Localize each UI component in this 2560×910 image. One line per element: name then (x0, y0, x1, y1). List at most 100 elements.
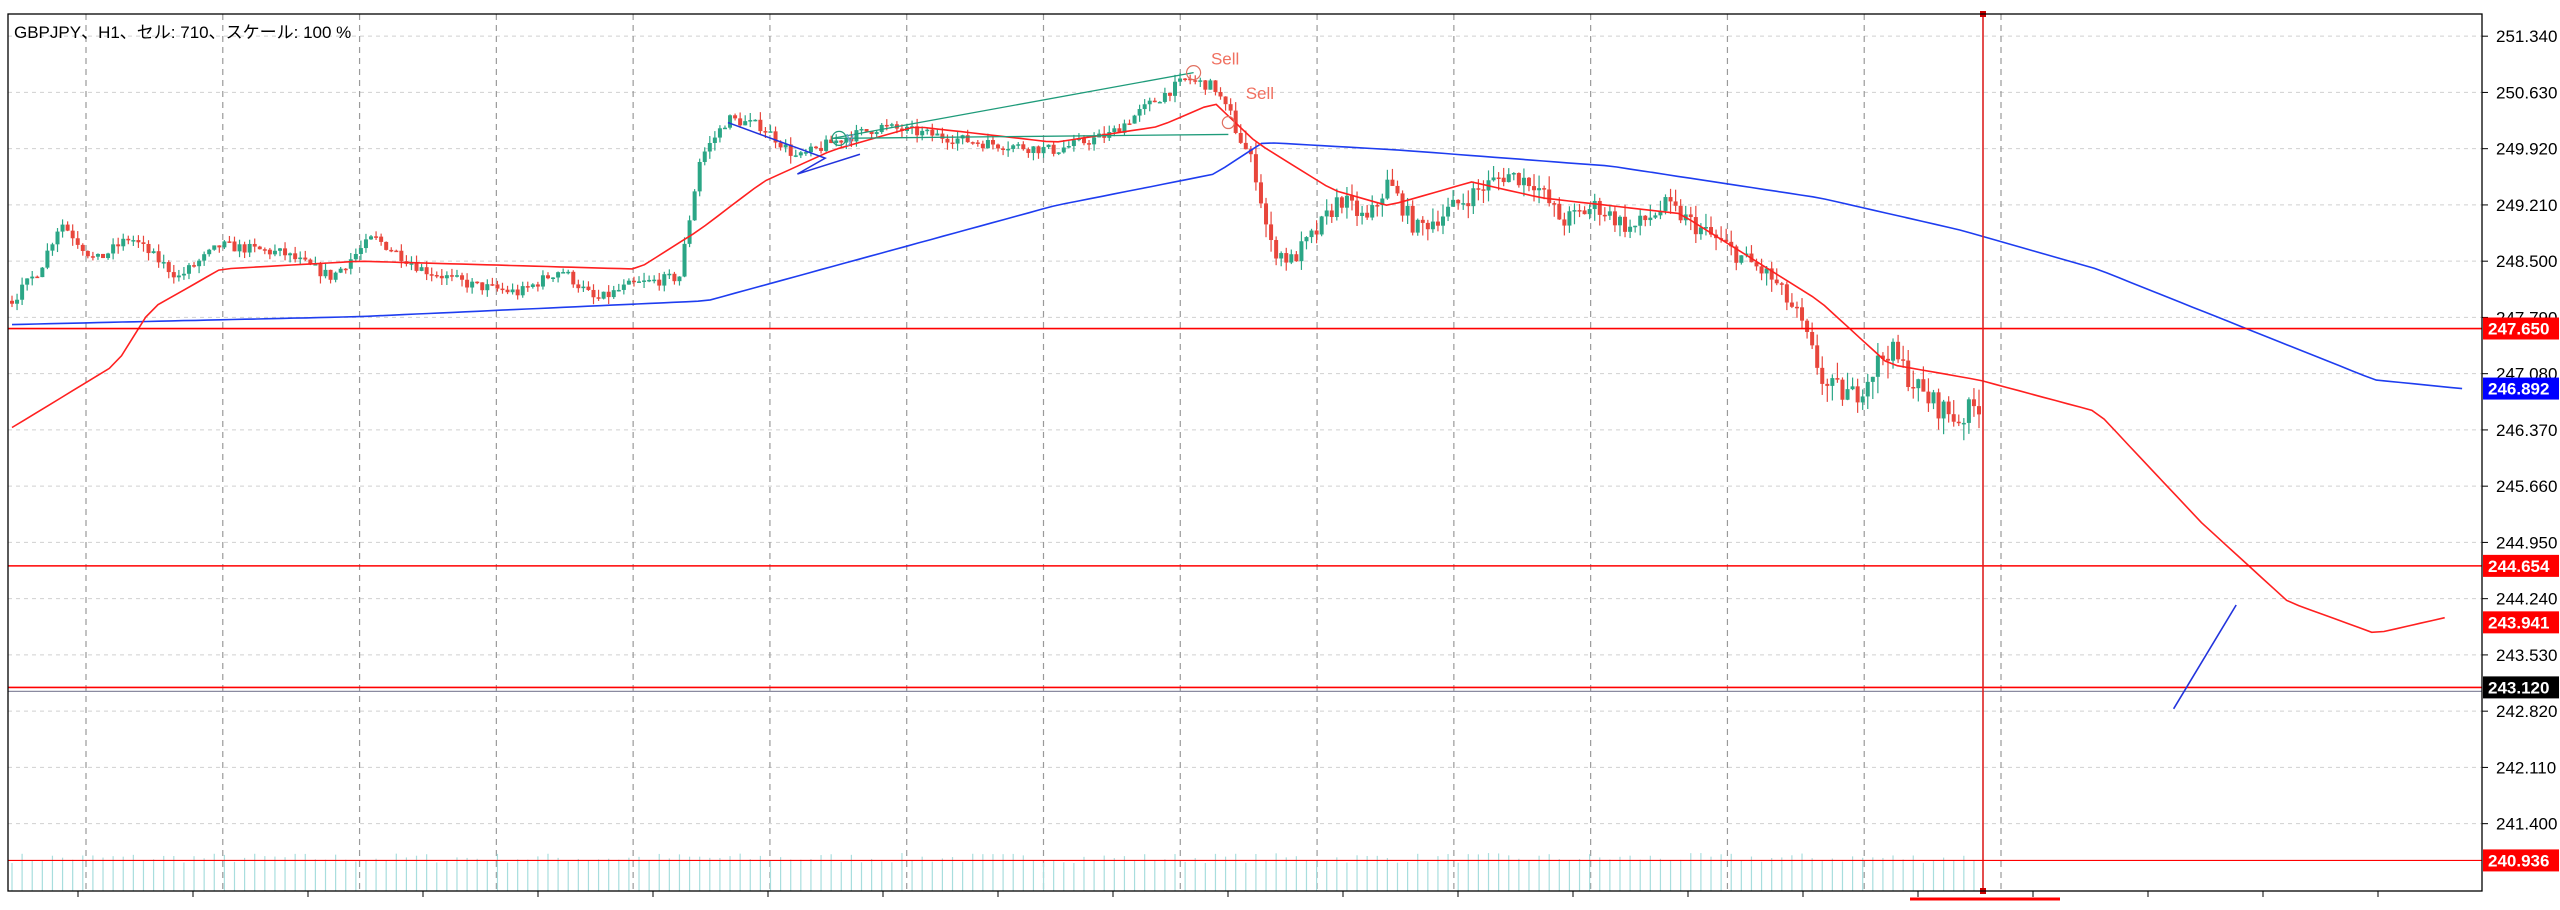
candle-bear (1688, 214, 1693, 218)
candle-bear (1390, 179, 1395, 186)
candle-bull (920, 130, 925, 136)
trendline-upper[interactable] (832, 71, 1194, 140)
candle-bull (556, 272, 561, 278)
candle-bear (1774, 279, 1779, 284)
candle-bear (864, 129, 869, 132)
candle-bear (1532, 186, 1537, 191)
candle-bull (1208, 80, 1213, 90)
candle-bear (606, 291, 611, 298)
candle-bull (717, 128, 722, 138)
candle-bear (1294, 254, 1299, 262)
candle-bear (1709, 227, 1714, 235)
candle-bull (353, 253, 358, 260)
candle-bull (1521, 177, 1526, 186)
candle-bear (1724, 239, 1729, 242)
price-axis: 251.340250.630249.920249.210248.500247.7… (2482, 27, 2557, 834)
candle-bear (1355, 200, 1360, 216)
candle-bull (1471, 188, 1476, 207)
candle-bear (1410, 205, 1415, 233)
anchor-circle[interactable] (1221, 115, 1235, 130)
price-tick-label: 241.400 (2496, 815, 2557, 834)
candle-bear (1577, 210, 1582, 212)
zigzag-drawing[interactable] (727, 121, 861, 175)
candle-bear (1420, 219, 1425, 223)
candle-bear (1526, 177, 1531, 187)
candle-bull (551, 277, 556, 280)
candle-bull (1663, 197, 1668, 211)
candle-bull (1865, 381, 1870, 397)
candle-bear (1789, 302, 1794, 307)
price-tick-label: 244.240 (2496, 590, 2557, 609)
candle-bear (1213, 80, 1218, 92)
candle-bear (449, 275, 454, 277)
candle-bear (1036, 146, 1041, 154)
candle-bear (1188, 78, 1193, 81)
candle-bear (257, 246, 262, 250)
candle-bull (1319, 216, 1324, 235)
candle-bear (576, 284, 581, 289)
price-tick-label: 242.820 (2496, 702, 2557, 721)
candle-bull (1966, 399, 1971, 423)
candle-bull (333, 272, 338, 280)
candle-bear (1926, 391, 1931, 404)
candle-bull (1638, 215, 1643, 226)
candle-bear (1284, 253, 1289, 263)
candle-bear (1921, 379, 1926, 392)
candle-bull (1870, 376, 1875, 382)
candle-bull (20, 284, 25, 300)
candle-bear (1885, 358, 1890, 361)
candle-bear (1880, 355, 1885, 359)
candle-bear (1329, 210, 1334, 217)
candle-bear (439, 275, 444, 279)
recent-trendline[interactable] (2172, 604, 2237, 710)
candle-bull (874, 132, 879, 135)
candle-bull (176, 275, 181, 278)
sell-annotation: Sell (1211, 50, 1239, 69)
candle-bull (1066, 146, 1071, 148)
candle-bear (975, 142, 980, 144)
candle-bear (384, 241, 389, 250)
candle-bull (798, 152, 803, 156)
candle-bull (1006, 148, 1011, 151)
candle-bear (242, 244, 247, 253)
candle-bear (884, 124, 889, 127)
candle-bull (808, 146, 813, 153)
candle-bear (1218, 91, 1223, 97)
candle-bull (1931, 392, 1936, 404)
candle-bull (581, 286, 586, 289)
candle-bull (1324, 210, 1329, 217)
candle-bear (65, 224, 70, 231)
trendline-lower[interactable] (832, 133, 1229, 140)
candle-bull (1916, 379, 1921, 389)
horizontal-levels (8, 11, 2482, 901)
candle-bull (1173, 81, 1178, 96)
candle-bear (126, 238, 131, 241)
candle-bear (1496, 177, 1501, 179)
anchor-circle[interactable] (831, 130, 847, 146)
chart-title: GBPJPY、H1、セル: 710、スケール: 100 % (14, 23, 352, 42)
candle-bear (217, 245, 222, 248)
candle-bull (1587, 209, 1592, 215)
candle-bull (1031, 146, 1036, 154)
candle-bull (626, 280, 631, 285)
candle-bull (889, 124, 894, 126)
candle-bear (262, 249, 267, 251)
price-tag-bg (2483, 377, 2559, 400)
candle-bear (318, 264, 323, 277)
candle-bull (768, 131, 773, 133)
candle-bear (1167, 92, 1172, 96)
price-tick-label: 250.630 (2496, 83, 2557, 102)
candle-bull (186, 265, 191, 274)
candle-bull (1739, 255, 1744, 263)
candle-bear (1203, 80, 1208, 90)
ma-slow-line (11, 142, 2463, 390)
candle-bear (515, 289, 520, 296)
candle-bear (1476, 188, 1481, 190)
anchor-circle[interactable] (1185, 65, 1202, 81)
price-tag: 246.892 (2488, 380, 2549, 399)
candle-bear (1238, 132, 1243, 143)
candle-bear (1516, 173, 1521, 186)
candle-bear (116, 244, 121, 247)
